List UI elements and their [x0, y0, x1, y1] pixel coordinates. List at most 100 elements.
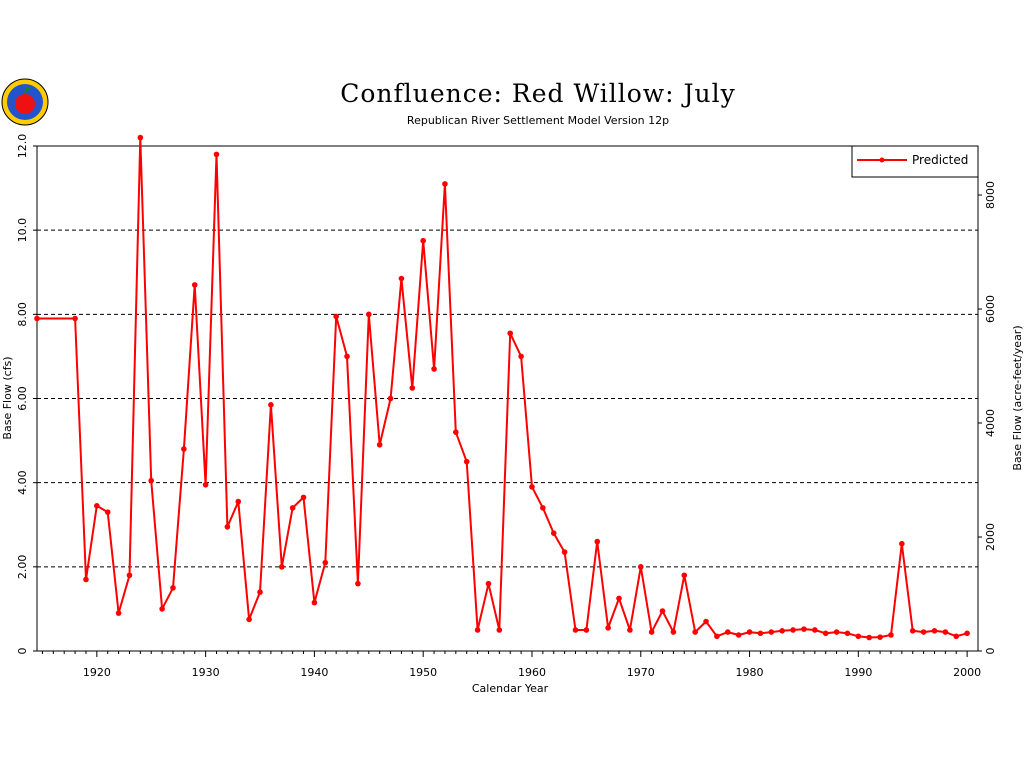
- series-layer: [34, 134, 970, 641]
- x-tick-label: 1920: [83, 666, 111, 679]
- data-point: [616, 595, 622, 602]
- data-point: [822, 630, 829, 637]
- data-point: [888, 632, 894, 638]
- data-point: [942, 629, 949, 635]
- chart-title: Confluence: Red Willow: July: [340, 79, 736, 108]
- data-point: [213, 151, 220, 158]
- data-point: [757, 630, 764, 637]
- grid-lines: [37, 145, 978, 568]
- data-point: [812, 627, 818, 633]
- legend-label: Predicted: [912, 153, 968, 167]
- y-right-tick-label: 6000: [984, 295, 997, 323]
- y-tick-label: 8.00: [16, 302, 29, 327]
- data-point: [376, 441, 383, 448]
- data-point: [583, 627, 590, 633]
- data-point: [474, 627, 481, 633]
- x-tick-label: 1950: [409, 666, 437, 679]
- data-point: [703, 618, 709, 625]
- y-tick-label: 12.0: [16, 134, 29, 159]
- data-point: [485, 580, 492, 587]
- y-tick-label: 2.00: [16, 555, 29, 580]
- y-right-axis-title: Base Flow (acre-feet/year): [1011, 325, 1024, 470]
- y-tick-label: 6.00: [16, 386, 29, 411]
- data-point: [104, 509, 111, 515]
- data-point: [137, 134, 144, 141]
- data-point: [322, 559, 329, 566]
- data-point: [181, 446, 187, 452]
- data-point: [648, 629, 655, 635]
- data-point: [268, 402, 274, 408]
- data-point: [224, 524, 231, 530]
- data-point: [333, 313, 339, 320]
- chart-subtitle: Republican River Settlement Model Versio…: [407, 114, 669, 127]
- data-point: [920, 629, 927, 635]
- data-point: [724, 629, 731, 635]
- right-axis: 0 2000 4000 6000 8000: [978, 181, 997, 655]
- left-axis: 0 2.00 4.00 6.00 8.00 10.0 12.0: [16, 134, 37, 655]
- y-tick-label: 0: [16, 648, 29, 655]
- y-axis-title: Base Flow (cfs): [1, 356, 14, 439]
- x-axis-title: Calendar Year: [472, 682, 549, 695]
- data-point: [170, 585, 176, 591]
- data-point: [964, 630, 970, 637]
- data-point: [431, 366, 437, 372]
- data-point: [72, 315, 78, 322]
- data-point: [518, 353, 524, 360]
- data-point: [561, 549, 568, 555]
- data-point: [735, 632, 742, 638]
- y-tick-label: 10.0: [16, 218, 29, 243]
- x-tick-label: 1960: [518, 666, 546, 679]
- legend-box: [851, 145, 979, 178]
- y-right-tick-label: 2000: [984, 523, 997, 551]
- agency-logo: [1, 78, 49, 126]
- data-point: [420, 237, 426, 244]
- data-point: [34, 315, 40, 322]
- data-point: [83, 576, 89, 583]
- data-point: [670, 629, 677, 635]
- data-point: [257, 589, 263, 595]
- data-point: [398, 275, 405, 282]
- data-point: [463, 458, 470, 465]
- y-right-tick-label: 4000: [984, 409, 997, 437]
- data-point: [790, 627, 796, 633]
- data-point: [365, 311, 372, 318]
- data-point: [605, 625, 611, 631]
- data-point: [442, 181, 448, 187]
- data-point: [496, 627, 503, 633]
- data-point: [637, 564, 644, 570]
- data-point: [355, 580, 361, 587]
- data-point: [311, 599, 318, 606]
- data-point: [300, 494, 307, 501]
- data-point: [529, 484, 535, 490]
- data-point: [594, 538, 601, 545]
- data-point: [627, 627, 633, 633]
- legend: Predicted: [851, 145, 979, 178]
- data-point: [235, 498, 242, 505]
- data-point: [550, 530, 557, 536]
- data-point: [833, 629, 840, 635]
- data-point: [909, 628, 916, 634]
- x-axis: 1920 1930 1940 1950 1960 1970 1980 1990 2000: [41, 651, 981, 679]
- data-point: [572, 627, 579, 633]
- y-right-tick-label: 8000: [984, 181, 997, 209]
- data-point: [855, 633, 862, 640]
- data-point: [202, 481, 209, 488]
- data-point: [191, 282, 198, 288]
- data-point: [289, 505, 296, 511]
- data-point: [159, 606, 165, 612]
- data-point: [246, 616, 252, 623]
- data-point: [148, 477, 155, 484]
- series-line: [37, 136, 968, 639]
- data-point: [801, 626, 807, 632]
- data-point: [387, 395, 394, 402]
- data-point: [659, 608, 666, 614]
- data-point: [844, 630, 851, 637]
- y-tick-label: 4.00: [16, 470, 29, 495]
- data-point: [94, 503, 100, 509]
- data-point: [540, 505, 546, 511]
- data-point: [779, 628, 785, 634]
- data-point: [278, 564, 285, 570]
- x-tick-label: 1940: [300, 666, 328, 679]
- data-point: [866, 634, 873, 641]
